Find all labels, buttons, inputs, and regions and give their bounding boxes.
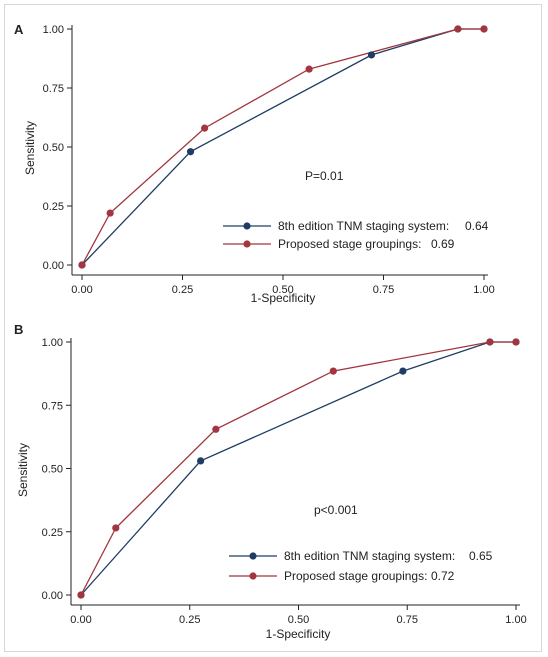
panel-a-letter: A <box>14 22 24 37</box>
legend-marker-proposed <box>249 572 257 580</box>
data-point-proposed <box>480 25 488 33</box>
x-tick-label: 0.25 <box>179 614 200 626</box>
legend-value-proposed: 0.69 <box>431 237 455 251</box>
data-point-tnm <box>367 51 376 59</box>
panel-b-legend: 8th edition TNM staging system: 0.65 Pro… <box>229 549 493 583</box>
legend-label-proposed: Proposed stage groupings: <box>284 569 427 583</box>
legend-value-proposed: 0.72 <box>431 569 455 583</box>
data-point-proposed <box>329 367 337 375</box>
x-tick-label: 0.75 <box>397 614 418 626</box>
y-tick-label: 0.00 <box>42 590 63 602</box>
y-tick-label: 0.75 <box>42 400 63 412</box>
y-tick-label: 0.25 <box>43 201 64 213</box>
x-tick-label: 0.25 <box>172 284 193 296</box>
series-line-proposed <box>80 341 516 596</box>
figure-frame <box>4 4 542 652</box>
legend-value-tnm: 0.65 <box>469 549 493 563</box>
data-point-proposed <box>454 25 462 33</box>
data-point-tnm <box>186 148 195 156</box>
legend-label-proposed: Proposed stage groupings: <box>278 237 421 251</box>
data-point-proposed <box>201 124 209 132</box>
x-tick-label: 0.00 <box>71 284 92 296</box>
x-tick-label: 0.50 <box>272 284 293 296</box>
series-line-proposed <box>81 28 484 266</box>
panel-b-p-value: p<0.001 <box>314 503 358 517</box>
data-point-proposed <box>78 261 86 269</box>
panel-a-xlabel: 1-Specificity <box>251 291 316 305</box>
legend-value-tnm: 0.64 <box>465 219 489 233</box>
panel-a-ylabel: Sensitivity <box>23 121 37 175</box>
data-point-tnm <box>197 457 205 465</box>
x-tick-label: 1.00 <box>473 284 494 296</box>
data-point-proposed <box>512 338 520 346</box>
legend-marker-proposed <box>243 240 251 248</box>
x-tick-label: 0.50 <box>288 614 309 626</box>
panel-a-p-value: P=0.01 <box>305 169 344 183</box>
data-point-proposed <box>486 338 494 346</box>
panel-b-letter: B <box>14 322 23 337</box>
y-tick-label: 1.00 <box>42 337 63 349</box>
y-tick-label: 0.00 <box>43 260 64 272</box>
panel-b-ylabel: Sensitivity <box>16 443 30 497</box>
x-tick-label: 0.75 <box>373 284 394 296</box>
y-tick-label: 1.00 <box>43 24 64 36</box>
panel-b-plot: 0.00 0.25 0.50 0.75 1.00 0.00 0.25 0.50 0.75 1.00 <box>42 337 527 626</box>
y-tick-label: 0.50 <box>42 464 63 476</box>
panel-b-xlabel: 1-Specificity <box>266 627 331 641</box>
legend-label-tnm: 8th edition TNM staging system: <box>278 219 449 233</box>
legend-label-tnm: 8th edition TNM staging system: <box>284 549 455 563</box>
panel-a-legend: 8th edition TNM staging system: 0.64 Pro… <box>223 219 489 251</box>
y-tick-label: 0.75 <box>43 83 64 95</box>
y-tick-label: 0.50 <box>43 142 64 154</box>
data-point-proposed <box>212 425 220 433</box>
legend-marker-tnm <box>249 552 257 560</box>
data-point-proposed <box>77 591 85 599</box>
panel-a: A Sensitivity 1-Specificity P=0.01 0.000… <box>14 22 495 305</box>
x-tick-label: 1.00 <box>505 614 526 626</box>
legend-marker-tnm <box>243 222 251 230</box>
y-tick-label: 0.25 <box>42 527 63 539</box>
panel-b: B Sensitivity 1-Specificity p<0.001 0.00… <box>14 322 527 641</box>
data-point-proposed <box>305 65 313 73</box>
x-tick-label: 0.00 <box>70 614 91 626</box>
data-point-proposed <box>112 524 120 532</box>
data-point-proposed <box>106 209 114 217</box>
data-point-tnm <box>399 367 407 375</box>
panel-a-plot: 0.00 0.25 0.50 0.75 1.00 0.00 0.25 0.50 0.75 1.00 <box>43 24 495 296</box>
